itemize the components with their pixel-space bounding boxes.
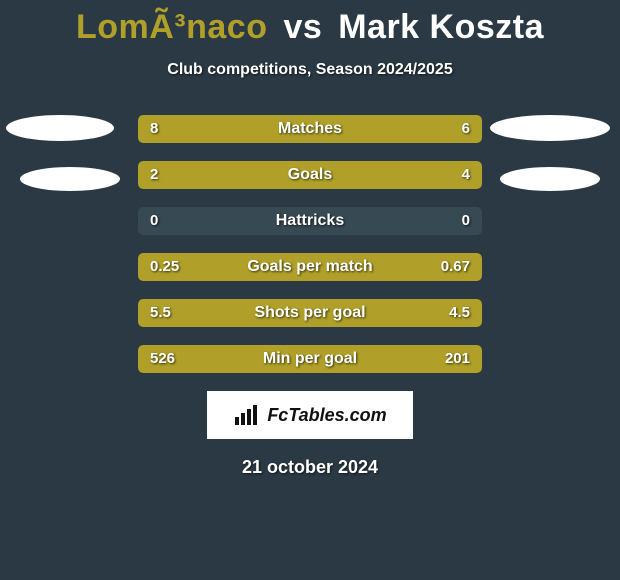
player2-name: Mark Koszta <box>338 8 544 46</box>
stat-label: Min per goal <box>138 345 482 373</box>
subtitle: Club competitions, Season 2024/2025 <box>0 61 620 79</box>
stat-label: Shots per goal <box>138 299 482 327</box>
stat-row: 5.54.5Shots per goal <box>138 299 482 327</box>
decorative-ellipse <box>500 167 600 191</box>
date-label: 21 october 2024 <box>0 457 620 478</box>
decorative-ellipse <box>490 115 610 141</box>
stat-row: 86Matches <box>138 115 482 143</box>
stat-label: Goals per match <box>138 253 482 281</box>
branding-badge: FcTables.com <box>207 391 413 439</box>
decorative-ellipse <box>6 115 114 141</box>
stats-panel: 86Matches 24Goals 00Hattricks 0.250.67Goals… <box>0 115 620 373</box>
stat-row: 0.250.67Goals per match <box>138 253 482 281</box>
stat-label: Hattricks <box>138 207 482 235</box>
stat-row: 526201Min per goal <box>138 345 482 373</box>
stat-label: Goals <box>138 161 482 189</box>
vs-label: vs <box>283 8 322 46</box>
stat-row: 24Goals <box>138 161 482 189</box>
branding-icon <box>233 403 261 427</box>
decorative-ellipse <box>20 167 120 191</box>
comparison-title: LomÃ³naco vs Mark Koszta <box>0 0 620 47</box>
player1-name: LomÃ³naco <box>76 8 268 46</box>
branding-text: FcTables.com <box>267 405 386 426</box>
stat-row: 00Hattricks <box>138 207 482 235</box>
stat-label: Matches <box>138 115 482 143</box>
